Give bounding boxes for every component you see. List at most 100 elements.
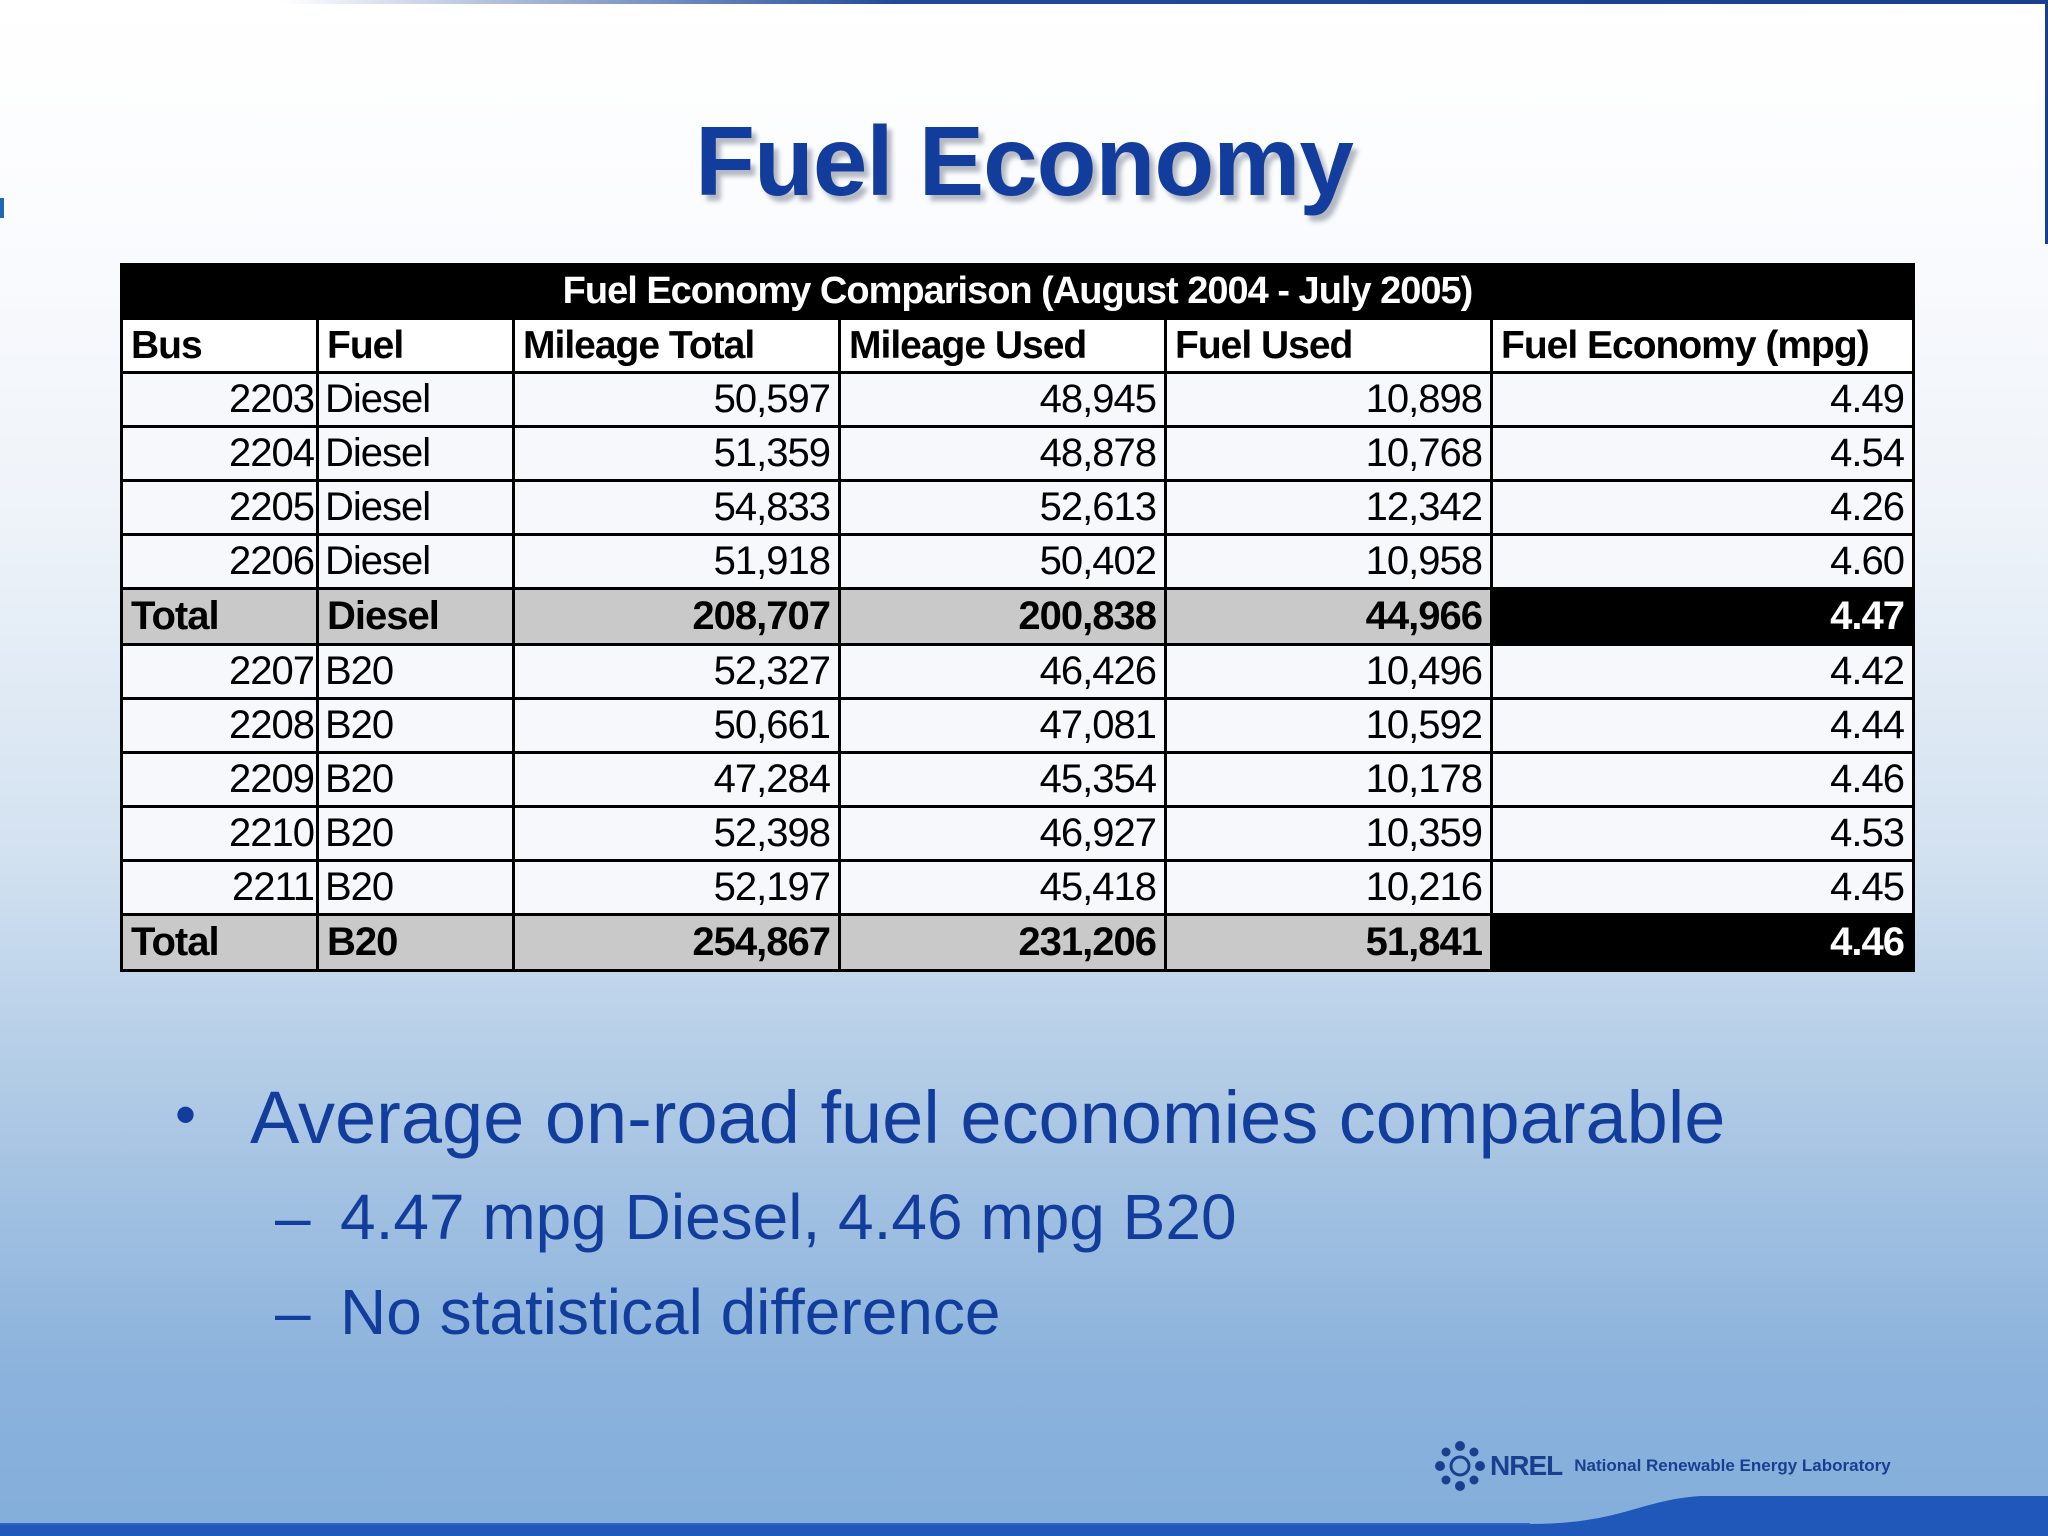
- fuel-economy-table: Fuel Economy Comparison (August 2004 - J…: [120, 263, 1915, 972]
- mileage-total-cell: 50,661: [512, 697, 841, 754]
- sub-bullet-2: – No statistical difference: [275, 1275, 1000, 1349]
- fuel-economy-cell: 4.46: [1490, 751, 1915, 808]
- bus-cell: Total: [120, 587, 319, 646]
- fuel-used-cell: 10,898: [1164, 371, 1493, 428]
- fuel-used-cell: 12,342: [1164, 479, 1493, 536]
- fuel-used-cell: 10,178: [1164, 751, 1493, 808]
- table-caption-row: Fuel Economy Comparison (August 2004 - J…: [120, 263, 1915, 320]
- sub-bullet-2-text: No statistical difference: [340, 1276, 1001, 1348]
- table-row: 2208 B20 50,661 47,081 10,592 4.44: [120, 697, 1915, 754]
- bus-cell: 2204: [120, 425, 319, 482]
- mileage-total-cell: 52,398: [512, 805, 841, 862]
- mileage-used-cell: 52,613: [838, 479, 1167, 536]
- mileage-total-cell: 52,327: [512, 643, 841, 700]
- fuel-used-cell: 10,216: [1164, 859, 1493, 916]
- mileage-used-cell: 47,081: [838, 697, 1167, 754]
- sub-bullet-1-text: 4.47 mpg Diesel, 4.46 mpg B20: [340, 1181, 1237, 1253]
- bullet-glyph: •: [175, 1081, 197, 1148]
- mileage-used-cell: 200,838: [838, 587, 1167, 646]
- fuel-cell: B20: [316, 643, 515, 700]
- bullet-main-text: Average on-road fuel economies comparabl…: [250, 1076, 1726, 1159]
- table-row: 2206 Diesel 51,918 50,402 10,958 4.60: [120, 533, 1915, 590]
- mileage-used-cell: 46,426: [838, 643, 1167, 700]
- mileage-total-cell: 254,867: [512, 913, 841, 972]
- table-header-row: Bus Fuel Mileage Total Mileage Used Fuel…: [120, 317, 1915, 374]
- bus-cell: 2209: [120, 751, 319, 808]
- fuel-used-cell: 10,768: [1164, 425, 1493, 482]
- mileage-used-cell: 50,402: [838, 533, 1167, 590]
- table-total-row: Total B20 254,867 231,206 51,841 4.46: [120, 913, 1915, 972]
- table-row: 2207 B20 52,327 46,426 10,496 4.42: [120, 643, 1915, 700]
- fuel-used-cell: 10,496: [1164, 643, 1493, 700]
- fuel-economy-cell: 4.54: [1490, 425, 1915, 482]
- fuel-economy-cell: 4.47: [1490, 587, 1915, 646]
- lab-name: National Renewable Energy Laboratory: [1574, 1456, 1891, 1475]
- mileage-total-cell: 50,597: [512, 371, 841, 428]
- table-row: 2209 B20 47,284 45,354 10,178 4.46: [120, 751, 1915, 808]
- bullet-main: • Average on-road fuel economies comparab…: [175, 1075, 1725, 1160]
- mileage-used-cell: 46,927: [838, 805, 1167, 862]
- bus-cell: 2208: [120, 697, 319, 754]
- fuel-cell: Diesel: [316, 587, 515, 646]
- fuel-cell: Diesel: [316, 479, 515, 536]
- table-row: 2204 Diesel 51,359 48,878 10,768 4.54: [120, 425, 1915, 482]
- fuel-used-cell: 10,359: [1164, 805, 1493, 862]
- sub-bullet-1: –4.47 mpg Diesel, 4.46 mpg B20: [275, 1180, 1237, 1254]
- column-header-fuel-economy: Fuel Economy (mpg): [1490, 317, 1915, 374]
- fuel-used-cell: 44,966: [1164, 587, 1493, 646]
- mileage-total-cell: 54,833: [512, 479, 841, 536]
- bus-cell: 2207: [120, 643, 319, 700]
- bus-cell: Total: [120, 913, 319, 972]
- bus-cell: 2211: [120, 859, 319, 916]
- logo-text: NREL: [1490, 1450, 1563, 1481]
- nrel-logo: NREL National Renewable Energy Laborator…: [1432, 1438, 1891, 1494]
- column-header-mileage-used: Mileage Used: [838, 317, 1167, 374]
- bottom-band: [0, 1496, 2048, 1536]
- dash-glyph: –: [275, 1276, 311, 1348]
- mileage-total-cell: 51,918: [512, 533, 841, 590]
- fuel-economy-cell: 4.45: [1490, 859, 1915, 916]
- fuel-cell: B20: [316, 751, 515, 808]
- mileage-total-cell: 52,197: [512, 859, 841, 916]
- mileage-used-cell: 48,945: [838, 371, 1167, 428]
- fuel-economy-cell: 4.44: [1490, 697, 1915, 754]
- fuel-cell: Diesel: [316, 533, 515, 590]
- left-accent-mark: [0, 198, 4, 218]
- fuel-used-cell: 10,958: [1164, 533, 1493, 590]
- column-header-fuel-used: Fuel Used: [1164, 317, 1493, 374]
- slide-title: Fuel Economy: [695, 106, 1354, 216]
- table-row: 2205 Diesel 54,833 52,613 12,342 4.26: [120, 479, 1915, 536]
- mileage-total-cell: 51,359: [512, 425, 841, 482]
- table-total-row: Total Diesel 208,707 200,838 44,966 4.47: [120, 587, 1915, 646]
- fuel-used-cell: 10,592: [1164, 697, 1493, 754]
- fuel-economy-cell: 4.53: [1490, 805, 1915, 862]
- fuel-cell: B20: [316, 913, 515, 972]
- column-header-bus: Bus: [120, 317, 319, 374]
- top-accent-line: [280, 0, 2048, 4]
- table-row: 2210 B20 52,398 46,927 10,359 4.53: [120, 805, 1915, 862]
- mileage-used-cell: 45,418: [838, 859, 1167, 916]
- bus-cell: 2205: [120, 479, 319, 536]
- mileage-total-cell: 208,707: [512, 587, 841, 646]
- fuel-cell: B20: [316, 859, 515, 916]
- mileage-used-cell: 231,206: [838, 913, 1167, 972]
- fuel-cell: B20: [316, 805, 515, 862]
- sunburst-icon: [1435, 1441, 1485, 1491]
- fuel-economy-cell: 4.60: [1490, 533, 1915, 590]
- dash-glyph: –: [275, 1181, 311, 1253]
- bus-cell: 2203: [120, 371, 319, 428]
- mileage-total-cell: 47,284: [512, 751, 841, 808]
- fuel-economy-cell: 4.49: [1490, 371, 1915, 428]
- table-row: 2211 B20 52,197 45,418 10,216 4.45: [120, 859, 1915, 916]
- fuel-cell: Diesel: [316, 371, 515, 428]
- fuel-cell: Diesel: [316, 425, 515, 482]
- fuel-economy-cell: 4.46: [1490, 913, 1915, 972]
- right-accent-line: [2045, 0, 2048, 244]
- fuel-economy-cell: 4.42: [1490, 643, 1915, 700]
- column-header-fuel: Fuel: [316, 317, 515, 374]
- mileage-used-cell: 48,878: [838, 425, 1167, 482]
- mileage-used-cell: 45,354: [838, 751, 1167, 808]
- bus-cell: 2206: [120, 533, 319, 590]
- fuel-cell: B20: [316, 697, 515, 754]
- table-caption: Fuel Economy Comparison (August 2004 - J…: [120, 263, 1915, 320]
